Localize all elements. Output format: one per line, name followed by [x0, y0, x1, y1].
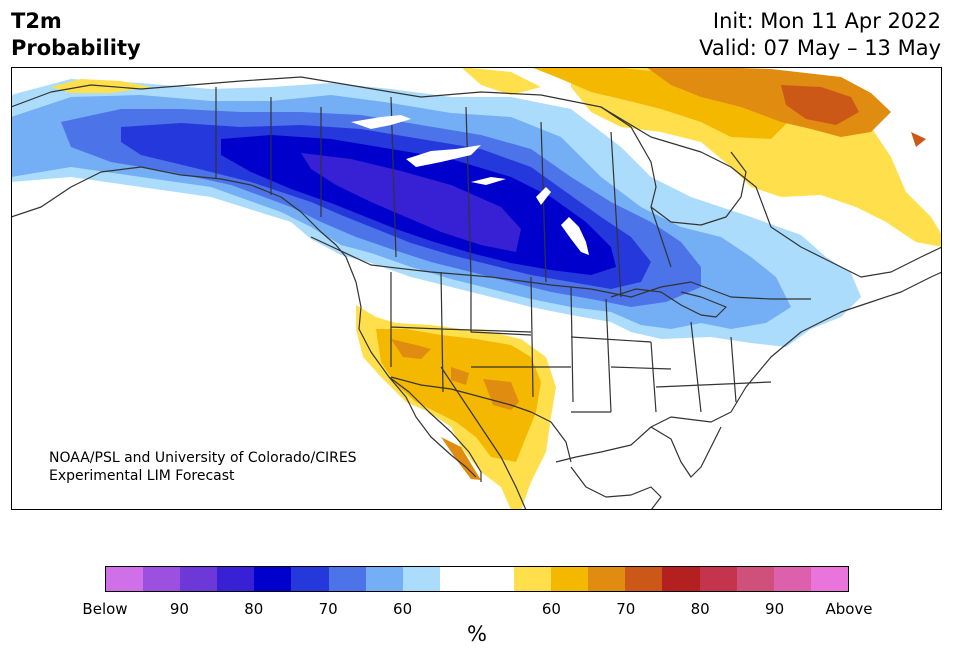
colorbar-swatch: [365, 567, 403, 591]
lake-athabasca: [471, 177, 506, 185]
colorbar-tick-label: 70: [616, 600, 636, 618]
lake-winnipeg: [561, 217, 589, 255]
great-slave-lake: [406, 145, 481, 167]
colorbar-tick-label: 90: [765, 600, 785, 618]
colorbar-swatch: [588, 567, 626, 591]
colorbar-swatch: [254, 567, 292, 591]
blue-85-region: [301, 153, 521, 252]
colorbar-swatch: [143, 567, 181, 591]
title-line-1: T2m: [11, 9, 62, 33]
coastline-baja: [388, 376, 477, 478]
colorbar-swatch: [625, 567, 663, 591]
orange-75-region-east-canada: [781, 85, 926, 147]
forecast-credit: NOAA/PSL and University of Colorado/CIRE…: [49, 449, 357, 485]
probability-map: [11, 67, 942, 510]
coastline-hudson-bay: [600, 106, 747, 226]
lakes: [351, 115, 589, 255]
colorbar-swatch: [662, 567, 700, 591]
colorbar-swatch: [180, 567, 218, 591]
colorbar-swatch: [476, 567, 515, 591]
orange-60-region-north: [51, 67, 541, 95]
us-canada-border: [310, 236, 811, 300]
map-title: T2m Probability: [11, 8, 141, 62]
great-bear-lake: [351, 115, 411, 129]
valid-date: Valid: 07 May – 13 May: [699, 36, 941, 60]
colorbar-swatch: [106, 567, 144, 591]
coastline-florida: [650, 426, 722, 478]
orange-60-region-east-canada: [571, 67, 942, 247]
colorbar-tick-label: 90: [169, 600, 189, 618]
colorbar-swatch: [773, 567, 811, 591]
colorbar-swatch: [402, 567, 440, 591]
colorbar-tick-label: 70: [318, 600, 338, 618]
colorbar-swatch: [217, 567, 255, 591]
colorbar-swatch: [439, 567, 477, 591]
orange-65-region-southwest: [376, 329, 541, 462]
great-lakes: [610, 288, 727, 318]
title-line-2: Probability: [11, 36, 141, 60]
colorbar-tick-label: 80: [690, 600, 710, 618]
colorbar-swatch: [810, 567, 848, 591]
colorbar-swatch: [699, 567, 737, 591]
forecast-dates: Init: Mon 11 Apr 2022 Valid: 07 May – 13…: [699, 8, 941, 62]
probability-colorbar: [105, 566, 849, 592]
coastlines-and-borders: [11, 76, 942, 510]
colorbar-swatch: [736, 567, 774, 591]
province-borders: [215, 87, 672, 298]
map-frame: [11, 67, 942, 510]
colorbar-tick-label: 60: [541, 600, 561, 618]
colorbar-tick-label: Above: [825, 600, 873, 618]
warm-probability-contours: [51, 67, 942, 510]
colorbar-tick-label: 80: [244, 600, 264, 618]
colorbar-swatch: [328, 567, 366, 591]
colorbar-swatch: [291, 567, 329, 591]
coastline-mexico-west: [440, 366, 527, 510]
colorbar-swatch: [514, 567, 552, 591]
credit-line-2: Experimental LIM Forecast: [49, 468, 235, 484]
credit-line-1: NOAA/PSL and University of Colorado/CIRE…: [49, 450, 357, 466]
colorbar-tick-label: Below: [82, 600, 128, 618]
coastline-gulf: [555, 271, 942, 463]
colorbar-tick-label: 60: [393, 600, 413, 618]
orange-70-region-southwest: [391, 339, 519, 480]
cold-probability-contours: [11, 79, 861, 347]
reindeer-lake: [536, 187, 551, 205]
colorbar-swatch: [551, 567, 589, 591]
state-borders: [390, 271, 772, 413]
orange-65-region-east-canada: [531, 67, 791, 139]
us-mexico-border: [390, 376, 572, 463]
colorbar-unit: %: [467, 622, 487, 646]
coastline-yucatan: [570, 466, 662, 510]
init-date: Init: Mon 11 Apr 2022: [712, 9, 941, 33]
